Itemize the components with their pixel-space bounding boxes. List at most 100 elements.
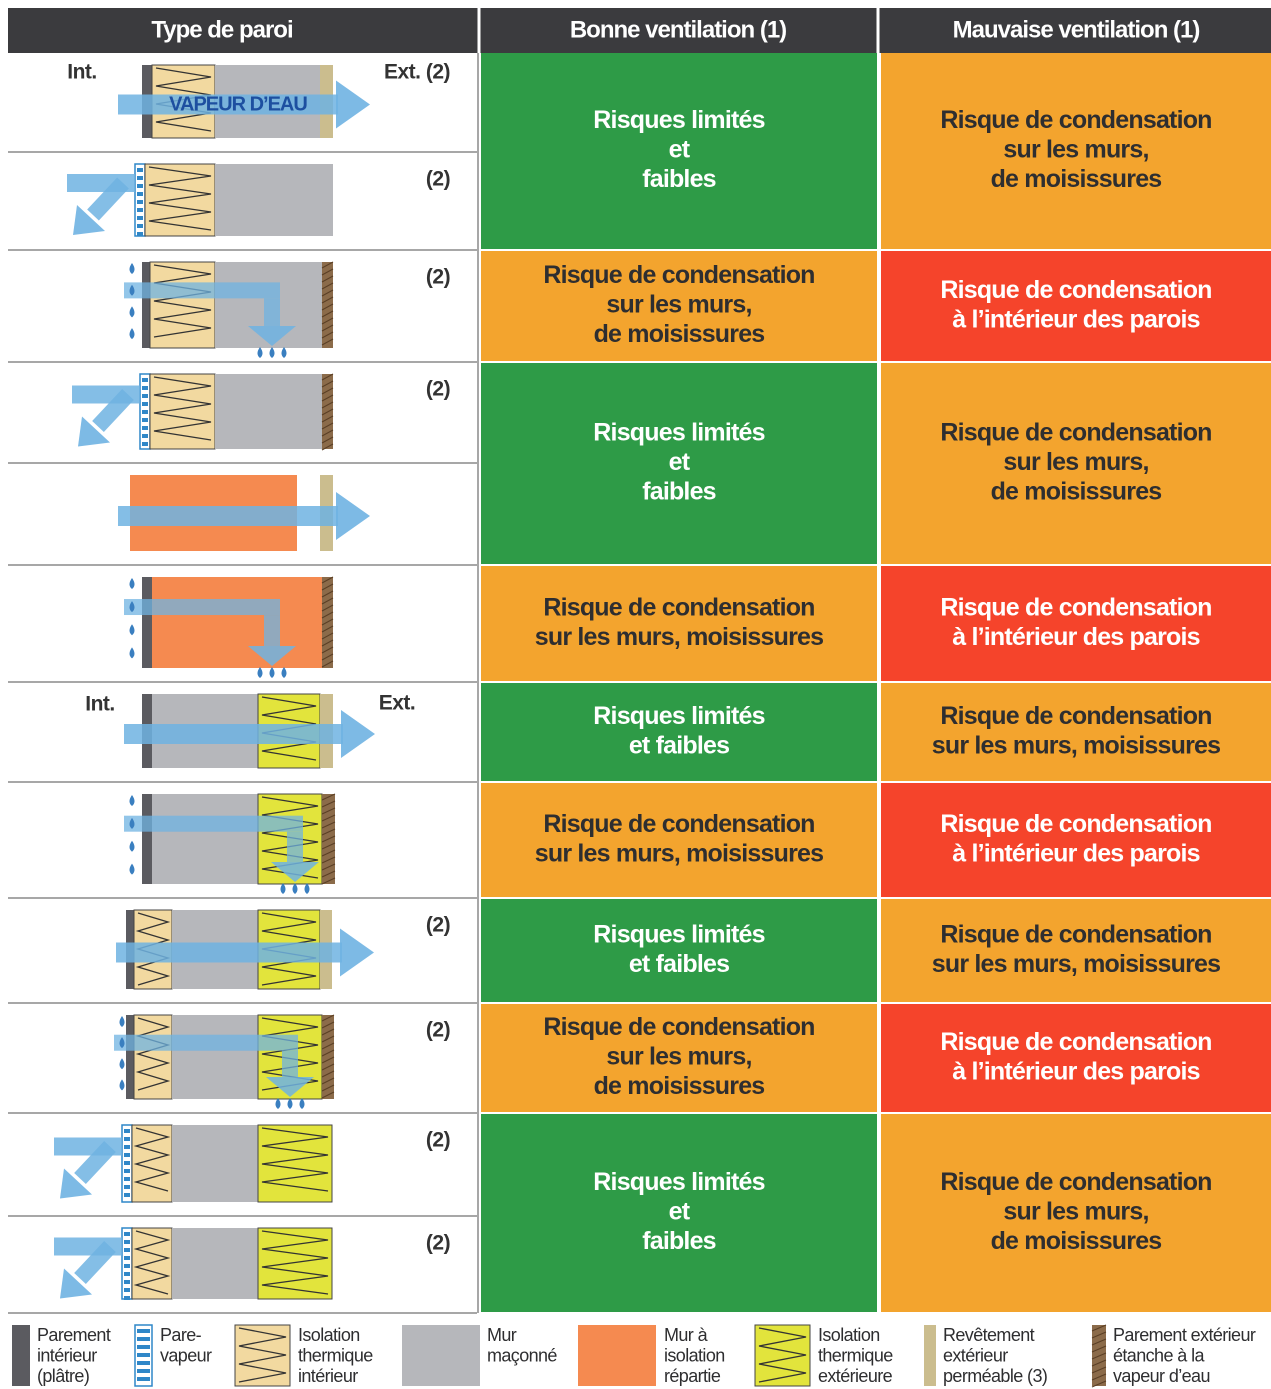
risk-text: Risque de condensation: [940, 702, 1211, 730]
sealed-cladding-hatch: [321, 590, 334, 598]
sealed-cladding-hatch: [321, 317, 334, 325]
legend-text: Mur à: [664, 1325, 709, 1345]
risk-cell: [881, 899, 1271, 1002]
sealed-cladding-hatch: [321, 1021, 335, 1029]
legend-text: (plâtre): [37, 1366, 89, 1386]
legend-text: thermique: [298, 1345, 373, 1365]
legend-text: Pare-: [160, 1325, 202, 1345]
legend-text: perméable (3): [943, 1366, 1047, 1386]
vapor-barrier-dash: [142, 386, 148, 390]
vapor-arrow: [287, 831, 303, 862]
vapor-barrier-dash: [142, 442, 148, 446]
vapor-barrier-dash: [137, 232, 143, 236]
sealed-cladding-hatch: [321, 1035, 335, 1043]
water-drop: [129, 263, 135, 274]
legend-item: Pare-vapeur: [134, 1324, 213, 1387]
vapor-arrow-head: [60, 1268, 92, 1299]
sealed-cladding-hatch: [321, 1077, 335, 1085]
sealed-cladding-hatch: [321, 1028, 335, 1036]
plaster-layer: [142, 262, 150, 348]
sealed-cladding-hatch: [321, 429, 334, 437]
sealed-cladding-hatch: [321, 268, 334, 276]
risk-cell: [481, 783, 877, 897]
insulation-pattern: [135, 1017, 171, 1091]
vapor-barrier-dash: [137, 192, 143, 196]
vapor-arrow: [118, 506, 338, 526]
vapor-barrier-dash: [137, 1369, 150, 1373]
legend-text: isolation: [664, 1345, 725, 1365]
plaster-layer: [12, 1325, 30, 1386]
water-drop: [269, 347, 275, 358]
sealed-cladding-hatch: [1091, 1324, 1107, 1332]
vapor-arrow: [87, 177, 129, 221]
water-drop: [280, 883, 286, 894]
sealed-cladding-hatch: [321, 835, 336, 843]
legend-text: extérieur: [943, 1345, 1008, 1365]
legend-text: Isolation: [298, 1325, 360, 1345]
sealed-cladding-hatch: [321, 842, 336, 850]
insulation-pattern: [133, 1127, 171, 1192]
vapor-barrier-dash: [124, 1145, 130, 1149]
water-drop: [257, 347, 263, 358]
risk-cell: [881, 251, 1271, 361]
vapor-barrier-dash: [137, 176, 143, 180]
exterior-insulation: [257, 1227, 333, 1300]
vapor-arrow: [114, 1034, 298, 1051]
risk-cell: [481, 683, 877, 781]
sealed-cladding-hatch: [321, 856, 336, 864]
sealed-cladding-hatch: [321, 821, 336, 829]
risk-text: Risque de condensation: [940, 920, 1211, 948]
masonry-layer: [152, 794, 258, 884]
sealed-cladding-hatch: [321, 653, 334, 661]
legend-text: intérieur: [298, 1366, 358, 1386]
sealed-cladding-hatch: [321, 793, 336, 801]
risk-text: Risque de condensation: [543, 261, 814, 289]
sealed-cladding-hatch: [321, 877, 336, 885]
vapor-arrow: [74, 1241, 116, 1284]
risk-text: à l’intérieur des parois: [952, 623, 1200, 651]
risk-text: Risques limités: [593, 920, 764, 948]
risk-cell: [481, 566, 877, 681]
risk-text: Risque de condensation: [940, 106, 1211, 134]
sealed-cladding-hatch: [321, 310, 334, 318]
vapor-barrier-dash: [137, 184, 143, 188]
vapor-barrier-dash: [142, 434, 148, 438]
masonry-layer: [215, 374, 322, 449]
interior-insulation: [131, 1227, 173, 1300]
water-drop: [129, 647, 135, 659]
sealed-cladding-hatch: [1091, 1331, 1107, 1339]
wall-diagram: [118, 475, 370, 551]
legend-text: Revêtement: [943, 1325, 1035, 1345]
sealed-cladding-hatch: [1091, 1345, 1107, 1353]
diagram-label: (2): [426, 168, 450, 191]
vapor-barrier-dash: [124, 1169, 130, 1173]
sealed-cladding-hatch: [321, 303, 334, 311]
wall-diagram: [124, 261, 334, 358]
vapor-barrier-dash: [137, 1337, 150, 1341]
vapor-barrier-dash: [124, 1280, 130, 1284]
vapor-barrier-dash: [124, 1264, 130, 1268]
sealed-cladding-hatch: [321, 282, 334, 290]
sealed-cladding-hatch: [321, 373, 334, 381]
legend-text: Parement: [37, 1325, 111, 1345]
water-drop: [129, 863, 135, 875]
wall-diagram: [72, 373, 334, 451]
wall-diagram: [118, 64, 370, 139]
legend-text: extérieure: [818, 1366, 893, 1386]
vapor-arrow-head: [271, 862, 319, 882]
wall-diagram: [116, 909, 374, 990]
sealed-cladding-hatch: [321, 261, 334, 269]
sealed-cladding-hatch: [321, 1070, 335, 1078]
masonry-layer: [172, 1125, 258, 1202]
sealed-cladding-hatch: [321, 1056, 335, 1064]
sealed-cladding-hatch: [321, 1049, 335, 1057]
risk-cell: [481, 53, 877, 249]
sealed-cladding-hatch: [321, 611, 334, 619]
risk-text: et: [669, 136, 691, 164]
sealed-cladding-hatch: [321, 401, 334, 409]
insulation-pattern: [153, 264, 212, 338]
header-bar: [8, 8, 1271, 53]
risk-text: Risques limités: [593, 106, 764, 134]
vapor-arrow-head: [248, 646, 296, 666]
